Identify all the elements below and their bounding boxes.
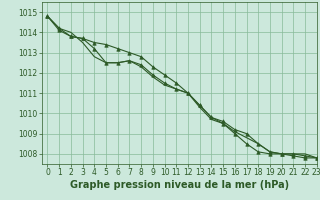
X-axis label: Graphe pression niveau de la mer (hPa): Graphe pression niveau de la mer (hPa)	[70, 180, 289, 190]
